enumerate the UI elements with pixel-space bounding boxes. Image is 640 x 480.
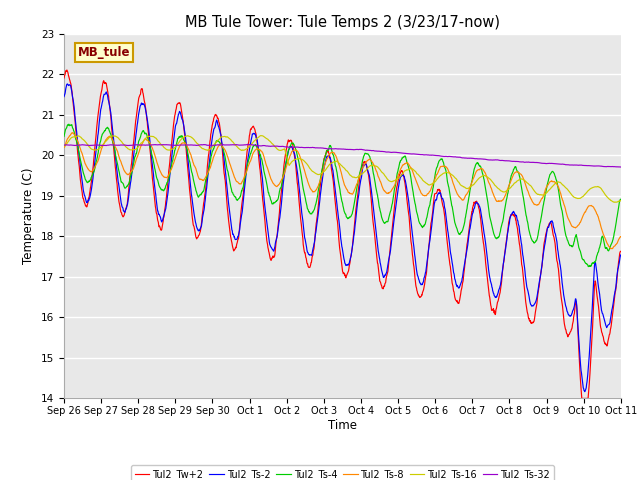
Tul2_Ts-32 bbox=[245, 142, 253, 147]
Tul2_Ts-8 bbox=[126, 170, 134, 176]
Tul2_Ts-2 bbox=[297, 199, 305, 205]
Tul2_Tw+2 bbox=[104, 87, 111, 93]
Tul2_Ts-4 bbox=[378, 213, 385, 218]
Tul2_Ts-16 bbox=[308, 168, 316, 174]
Tul2_Ts-4 bbox=[617, 196, 625, 202]
Tul2_Ts-4 bbox=[308, 210, 316, 216]
Tul2_Tw+2 bbox=[617, 249, 625, 254]
Tul2_Ts-8 bbox=[104, 135, 111, 141]
Line: Tul2_Ts-32: Tul2_Ts-32 bbox=[64, 144, 621, 167]
Tul2_Ts-32 bbox=[318, 145, 326, 151]
Tul2_Tw+2 bbox=[308, 254, 316, 260]
Line: Tul2_Ts-2: Tul2_Ts-2 bbox=[64, 84, 621, 392]
Tul2_Ts-2 bbox=[104, 92, 111, 97]
Tul2_Ts-16 bbox=[611, 199, 618, 205]
Tul2_Ts-2 bbox=[126, 182, 134, 188]
Tul2_Ts-4 bbox=[297, 169, 305, 175]
Tul2_Ts-16 bbox=[297, 156, 305, 162]
Tul2_Ts-4 bbox=[318, 167, 326, 173]
Tul2_Ts-8 bbox=[607, 246, 614, 252]
Title: MB Tule Tower: Tule Temps 2 (3/23/17-now): MB Tule Tower: Tule Temps 2 (3/23/17-now… bbox=[185, 15, 500, 30]
Tul2_Ts-32 bbox=[378, 149, 385, 155]
Tul2_Ts-8 bbox=[378, 180, 385, 186]
Line: Tul2_Ts-8: Tul2_Ts-8 bbox=[64, 133, 621, 249]
Line: Tul2_Ts-4: Tul2_Ts-4 bbox=[64, 124, 621, 266]
Tul2_Tw+2 bbox=[318, 168, 326, 173]
Tul2_Ts-2 bbox=[308, 250, 316, 256]
Tul2_Ts-32 bbox=[297, 144, 305, 150]
Tul2_Ts-16 bbox=[103, 137, 111, 143]
Text: MB_tule: MB_tule bbox=[78, 47, 131, 60]
Tul2_Tw+2 bbox=[378, 282, 385, 288]
Tul2_Ts-2 bbox=[378, 265, 385, 271]
Tul2_Ts-4 bbox=[65, 121, 73, 127]
Line: Tul2_Ts-16: Tul2_Ts-16 bbox=[64, 136, 621, 202]
Tul2_Ts-16 bbox=[318, 170, 326, 176]
Tul2_Tw+2 bbox=[60, 75, 68, 81]
Tul2_Ts-4 bbox=[126, 176, 134, 181]
Tul2_Ts-32 bbox=[60, 143, 68, 148]
Tul2_Ts-16 bbox=[126, 147, 134, 153]
Tul2_Ts-2 bbox=[581, 389, 589, 395]
Tul2_Tw+2 bbox=[297, 216, 305, 221]
Tul2_Ts-8 bbox=[617, 234, 625, 240]
Tul2_Ts-16 bbox=[617, 198, 625, 204]
Tul2_Ts-16 bbox=[60, 143, 68, 149]
Tul2_Ts-16 bbox=[378, 168, 385, 174]
Tul2_Ts-2 bbox=[60, 94, 68, 99]
Tul2_Ts-32 bbox=[617, 164, 625, 170]
Tul2_Ts-8 bbox=[318, 172, 326, 178]
Tul2_Ts-32 bbox=[103, 143, 111, 148]
Tul2_Ts-32 bbox=[126, 143, 134, 148]
Tul2_Tw+2 bbox=[63, 67, 71, 73]
Tul2_Ts-4 bbox=[60, 133, 68, 139]
Tul2_Ts-16 bbox=[257, 133, 265, 139]
Tul2_Ts-32 bbox=[308, 144, 316, 150]
Tul2_Ts-8 bbox=[68, 130, 76, 136]
Tul2_Tw+2 bbox=[578, 396, 586, 401]
Tul2_Ts-2 bbox=[63, 81, 71, 87]
Y-axis label: Temperature (C): Temperature (C) bbox=[22, 168, 35, 264]
Tul2_Tw+2 bbox=[126, 172, 134, 178]
Tul2_Ts-8 bbox=[60, 144, 68, 150]
Tul2_Ts-4 bbox=[104, 124, 111, 130]
Tul2_Ts-4 bbox=[585, 264, 593, 269]
Tul2_Ts-8 bbox=[308, 188, 316, 194]
Line: Tul2_Tw+2: Tul2_Tw+2 bbox=[64, 70, 621, 398]
Tul2_Ts-8 bbox=[297, 156, 305, 162]
X-axis label: Time: Time bbox=[328, 419, 357, 432]
Tul2_Ts-2 bbox=[318, 179, 326, 184]
Tul2_Ts-2 bbox=[617, 252, 625, 258]
Legend: Tul2_Tw+2, Tul2_Ts-2, Tul2_Ts-4, Tul2_Ts-8, Tul2_Ts-16, Tul2_Ts-32: Tul2_Tw+2, Tul2_Ts-2, Tul2_Ts-4, Tul2_Ts… bbox=[131, 465, 554, 480]
